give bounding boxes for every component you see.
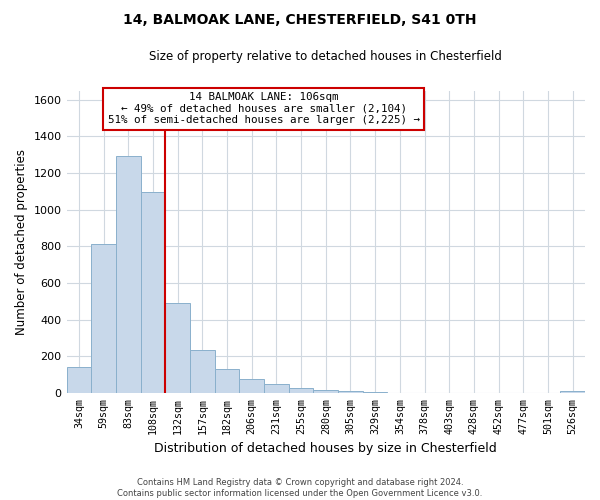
- Bar: [91, 244, 116, 393]
- Bar: [239, 379, 264, 393]
- Y-axis label: Number of detached properties: Number of detached properties: [15, 148, 28, 334]
- Bar: [165, 303, 190, 393]
- Bar: [338, 392, 363, 393]
- Text: 14 BALMOAK LANE: 106sqm
← 49% of detached houses are smaller (2,104)
51% of semi: 14 BALMOAK LANE: 106sqm ← 49% of detache…: [107, 92, 419, 126]
- Bar: [313, 390, 338, 393]
- Bar: [264, 384, 289, 393]
- Text: 14, BALMOAK LANE, CHESTERFIELD, S41 0TH: 14, BALMOAK LANE, CHESTERFIELD, S41 0TH: [123, 12, 477, 26]
- Bar: [190, 350, 215, 393]
- Text: Contains HM Land Registry data © Crown copyright and database right 2024.
Contai: Contains HM Land Registry data © Crown c…: [118, 478, 482, 498]
- Bar: [140, 192, 165, 393]
- Bar: [560, 392, 585, 393]
- X-axis label: Distribution of detached houses by size in Chesterfield: Distribution of detached houses by size …: [154, 442, 497, 455]
- Bar: [116, 156, 140, 393]
- Bar: [67, 367, 91, 393]
- Bar: [215, 369, 239, 393]
- Bar: [363, 392, 388, 393]
- Bar: [289, 388, 313, 393]
- Title: Size of property relative to detached houses in Chesterfield: Size of property relative to detached ho…: [149, 50, 502, 63]
